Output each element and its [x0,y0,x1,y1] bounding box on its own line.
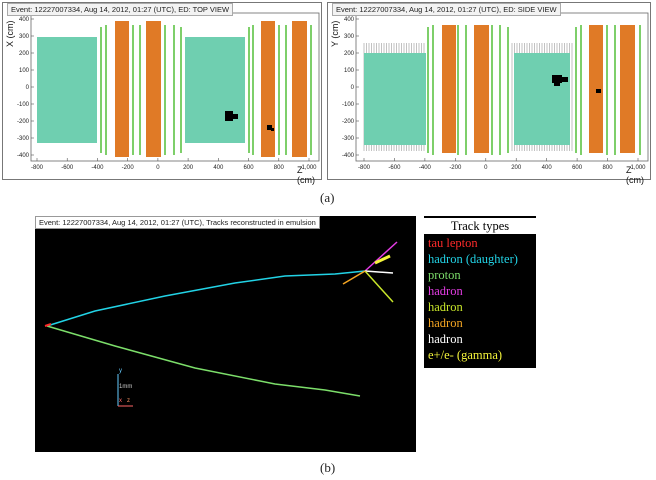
scale-z-label: z [127,398,130,404]
legend-item-tau-lepton: tau lepton [428,236,478,250]
y-tick-label: 400 [344,17,355,23]
legend-item-hadron-magenta: hadron [428,284,463,298]
legend-title: Track types [424,218,536,234]
hit-cluster [225,111,233,121]
x-tick-label: 1,000 [630,165,646,171]
x-tick-label: -600 [388,165,401,171]
y-tick-label: 200 [19,51,30,57]
track-hadron-white [364,270,394,274]
scale-x-label: x [119,398,122,404]
x-tick-label: 600 [244,165,255,171]
legend-item-hadron-white: hadron [428,332,463,346]
emulsion-panel: Event: 12227007334, Aug 14, 2012, 01:27 … [35,216,416,452]
top-view-x-label: Z (cm) [297,165,315,185]
y-tick-label: -400 [342,153,355,159]
y-tick-label: 0 [351,85,355,91]
y-tick-label: 300 [344,34,355,40]
x-tick-label: 800 [274,165,285,171]
hit-cluster [554,81,560,86]
hit-cluster [267,125,272,130]
x-tick-label: 200 [511,165,522,171]
x-tick-label: 800 [603,165,614,171]
legend-item-hadron-lime: hadron [428,300,463,314]
track-types-legend: Track types tau lepton hadron (daughter)… [424,216,536,368]
track-gamma [374,254,391,265]
y-tick-label: 100 [344,68,355,74]
y-tick-label: 300 [19,34,30,40]
side-view-y-label: Y (cm) [330,20,340,47]
hit-cluster [232,114,238,119]
hit-cluster [552,75,562,83]
top-view-plot: 400 300 200 100 0 -100 -200 -300 -400 -800 -600 -4… [17,12,320,171]
x-tick-label: 0 [156,165,160,171]
x-tick-label: 400 [213,165,224,171]
x-tick-label: 1,000 [301,165,317,171]
y-tick-label: 0 [26,85,30,91]
x-tick-label: -400 [419,165,432,171]
track-hadron-orange [342,270,366,285]
y-tick-label: -100 [342,102,355,108]
y-tick-label: -200 [17,119,30,125]
y-tick-label: -200 [342,119,355,125]
side-view-plot: 400 300 200 100 0 -100 -200 -300 -400 -800 -600 -4… [342,12,649,171]
side-view-x-label: Z (cm) [626,165,644,185]
track-hadron-lime [364,270,394,303]
track-hadron-daughter [46,270,366,327]
magnet-block [115,21,129,157]
hit-cluster [558,77,568,82]
scale-length-label: 1mm [119,384,133,390]
y-tick-label: 400 [19,17,30,23]
caption-a: (a) [320,190,335,205]
top-view-panel: 400 300 200 100 0 -100 -200 -300 -400 -800 -600 -4… [2,2,322,185]
emulsion-track-plot [44,241,398,407]
x-tick-label: 0 [484,165,488,171]
top-view-title: Event: 12227007334, Aug 14, 2012, 01:27 … [7,3,234,16]
side-view-panel: 400 300 200 100 0 -100 -200 -300 -400 -800 -600 -4… [327,2,651,185]
x-tick-label: 200 [183,165,194,171]
x-tick-label: 400 [542,165,553,171]
legend-item-hadron-daughter: hadron (daughter) [428,252,518,266]
x-tick-label: -400 [91,165,104,171]
x-tick-label: 600 [572,165,583,171]
x-tick-label: -800 [31,165,44,171]
emulsion-title: Event: 12227007334, Aug 14, 2012, 01:27 … [35,216,320,229]
magnet-block [620,25,635,153]
top-view-y-label: X (cm) [5,20,15,48]
magnet-block [474,25,489,153]
side-view-title: Event: 12227007334, Aug 14, 2012, 01:27 … [332,3,561,16]
y-tick-label: -100 [17,102,30,108]
y-tick-label: 200 [344,51,355,57]
legend-item-gamma: e+/e- (gamma) [428,348,503,362]
magnet-block [292,21,307,157]
y-tick-label: -300 [17,136,30,142]
y-tick-label: 100 [19,68,30,74]
track-proton [46,325,361,397]
y-tick-label: -400 [17,153,30,159]
hit-cluster [271,128,274,131]
magnet-block [261,21,275,157]
target-block [364,53,426,145]
hit-cluster [596,89,601,93]
target-block [185,37,245,143]
legend-item-hadron-orange: hadron [428,316,463,330]
scale-y-label: y [119,368,122,374]
track-tau-lepton [44,323,52,327]
x-tick-label: -200 [449,165,462,171]
magnet-block [146,21,161,157]
caption-b: (b) [320,460,336,475]
y-tick-label: -300 [342,136,355,142]
scale-axes [117,374,133,407]
target-block [514,53,570,145]
x-tick-label: -800 [358,165,371,171]
legend-item-proton: proton [428,268,461,282]
magnet-block [442,25,456,153]
target-block [37,37,97,143]
track-hadron-magenta [364,241,398,272]
x-tick-label: -200 [122,165,135,171]
x-tick-label: -600 [61,165,74,171]
